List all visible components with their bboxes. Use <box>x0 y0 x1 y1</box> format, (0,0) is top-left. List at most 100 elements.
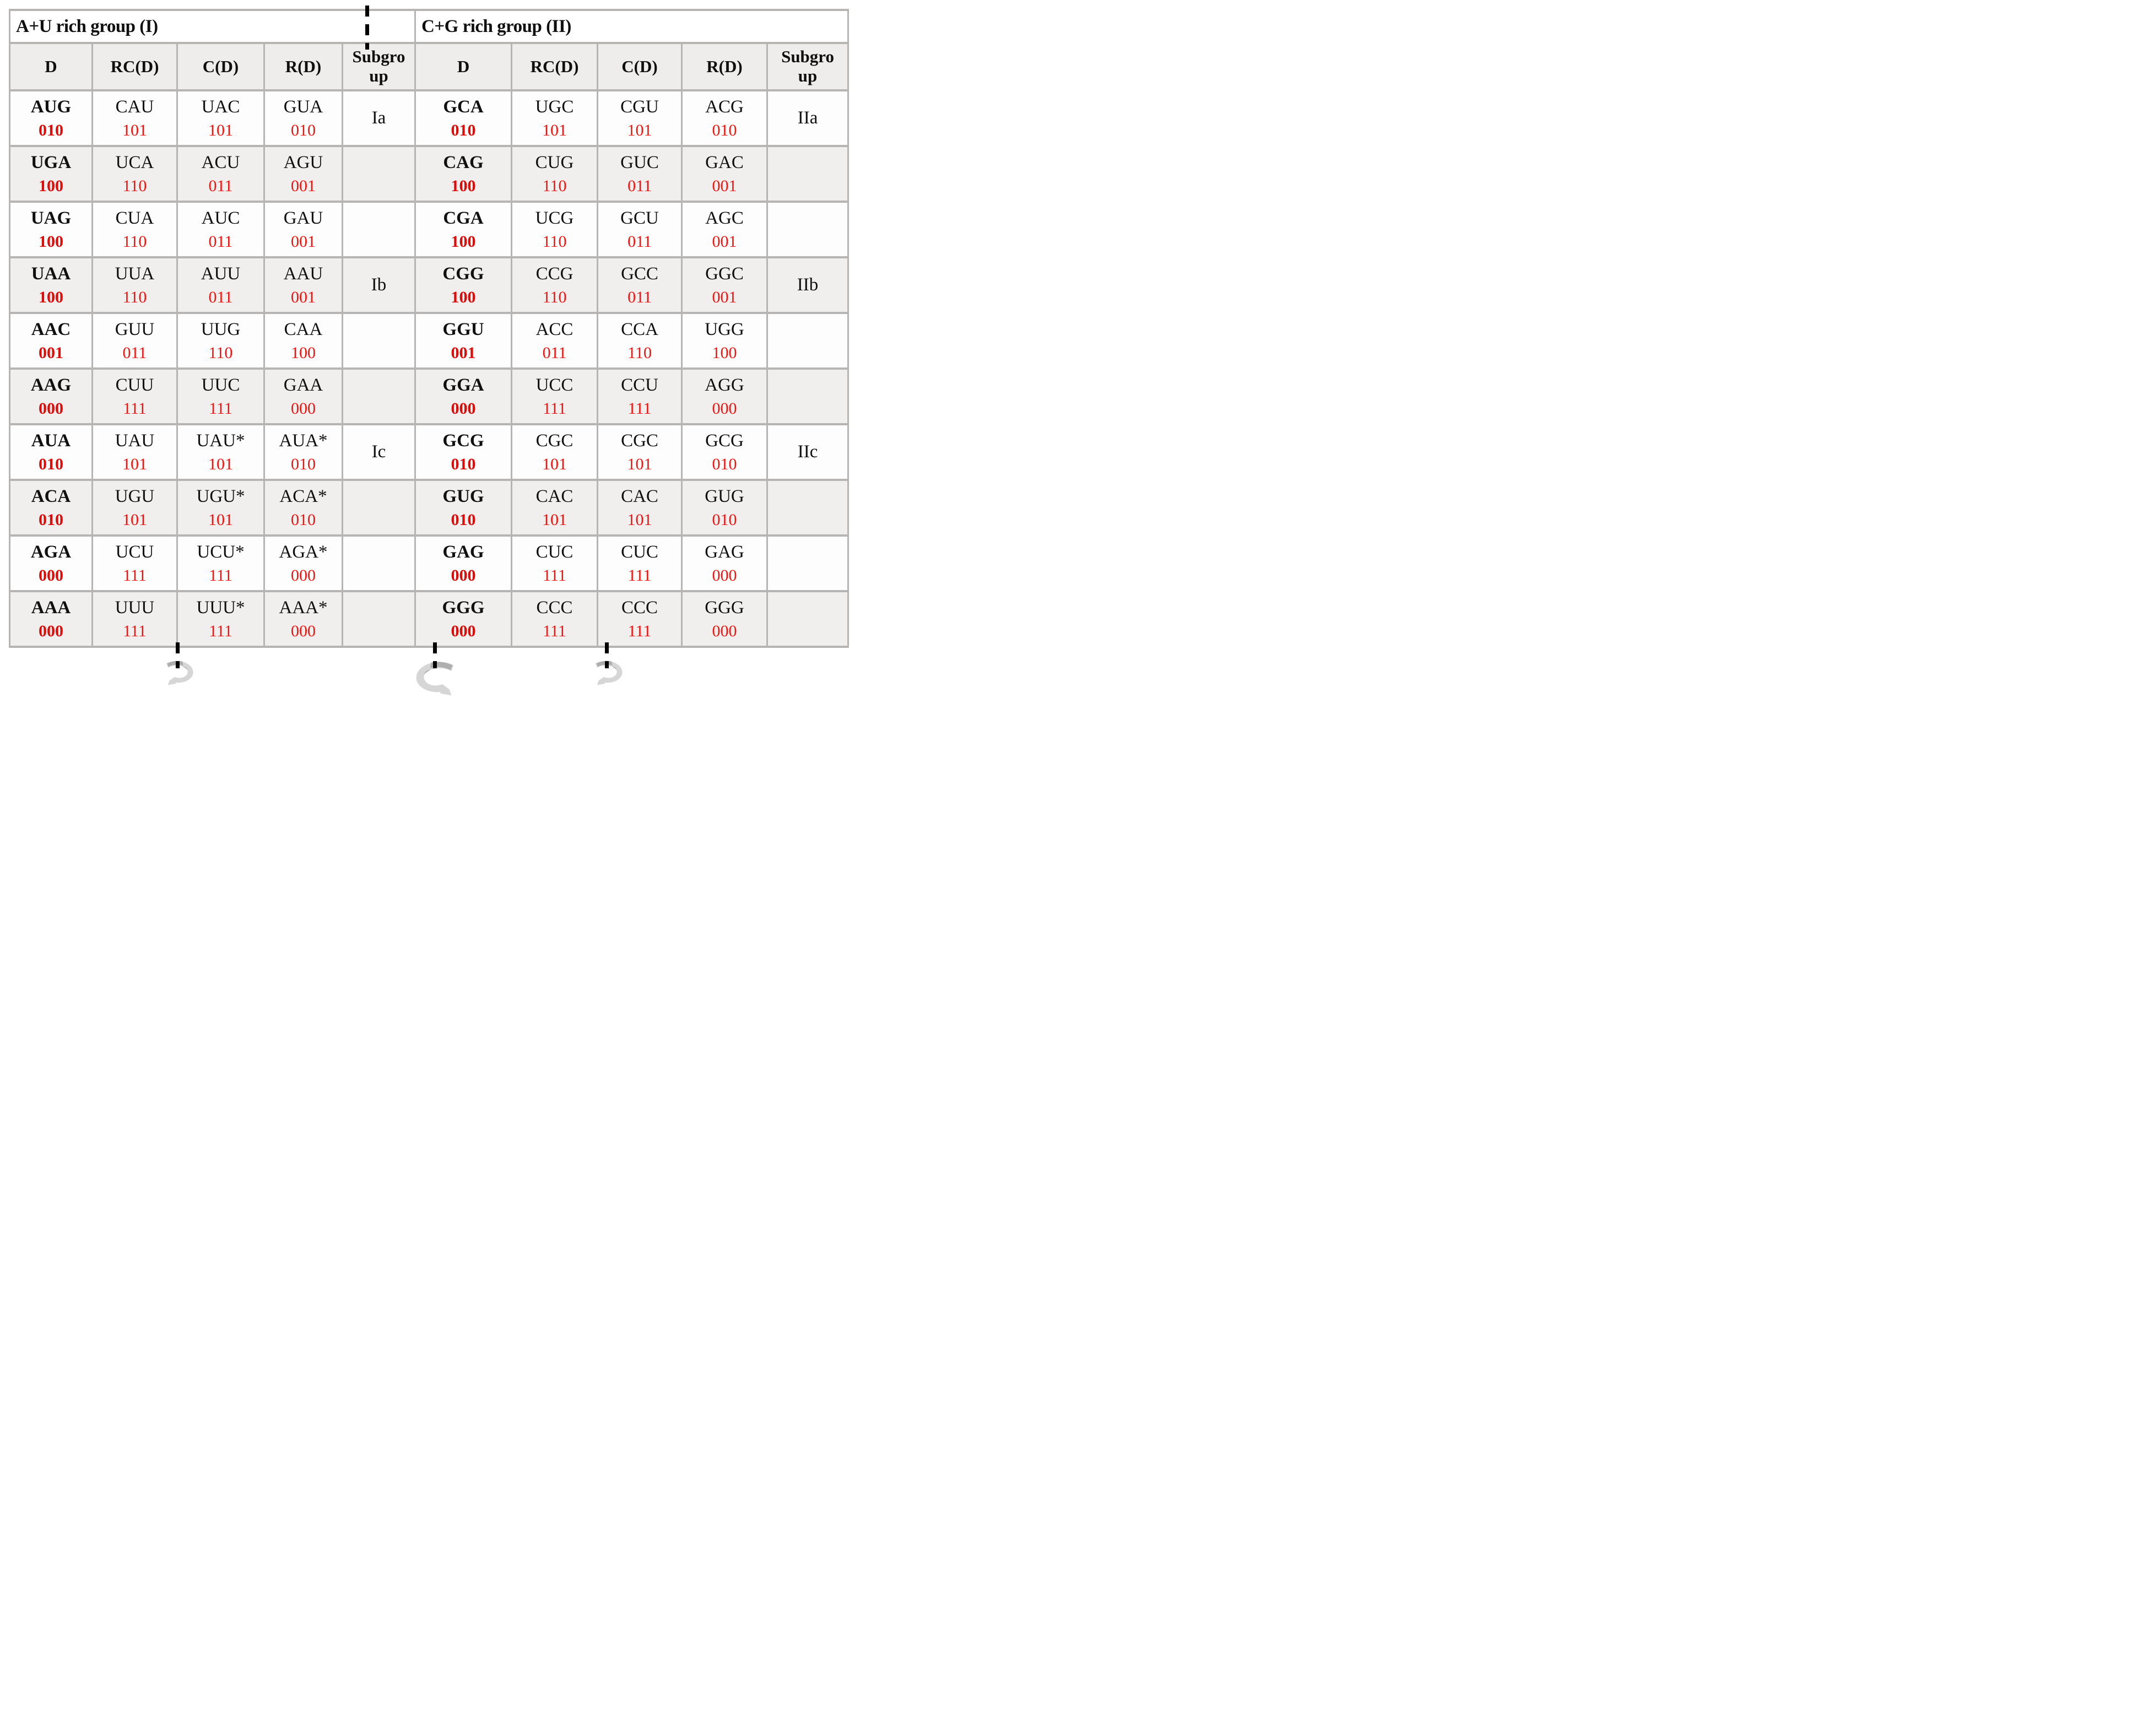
binary-code: 111 <box>209 399 232 418</box>
codon-text: AUC <box>201 208 240 228</box>
codon-cell: CUC 111 <box>511 534 599 592</box>
binary-code: 110 <box>208 344 233 363</box>
binary-code: 101 <box>542 121 567 140</box>
binary-code: 111 <box>209 566 232 585</box>
dashed-line-top <box>365 6 369 50</box>
codon-cell: GAG 000 <box>681 534 769 592</box>
binary-code: 001 <box>712 232 737 251</box>
codon-cell: UGU 101 <box>91 479 178 537</box>
codon-text: AUA <box>31 430 71 451</box>
codon-cell: AGA 000 <box>9 534 93 592</box>
binary-code: 010 <box>712 511 737 529</box>
subgroup-cell <box>766 534 850 592</box>
codon-text: ACU <box>201 152 240 172</box>
codon-cell: AGG 000 <box>681 367 769 425</box>
codon-text: CAC <box>535 486 574 506</box>
codon-cell: CGC 101 <box>597 423 683 481</box>
codon-text: AAA <box>31 597 71 618</box>
binary-code: 101 <box>208 121 233 140</box>
codon-table: A+U rich group (I) C+G rich group (II) D… <box>8 9 850 648</box>
codon-cell: AAA* 000 <box>263 590 343 648</box>
codon-text: GUC <box>620 152 659 172</box>
codon-text: AUA* <box>279 430 328 451</box>
binary-code: 110 <box>122 177 147 196</box>
codon-text: GGG <box>705 597 744 618</box>
column-header-subgroup-right: Subgroup <box>766 42 850 91</box>
codon-cell: ACU 011 <box>176 145 265 203</box>
codon-text: UUU* <box>196 597 245 618</box>
binary-code: 010 <box>291 121 316 140</box>
codon-text: GAG <box>442 542 484 562</box>
codon-text: UCA <box>115 152 154 172</box>
codon-text: CGG <box>442 263 484 284</box>
binary-code: 001 <box>451 344 476 363</box>
codon-cell: AGC 001 <box>681 201 769 258</box>
binary-code: 101 <box>627 511 652 529</box>
codon-cell: UGU* 101 <box>176 479 265 537</box>
codon-text: CUU <box>115 375 154 395</box>
binary-code: 001 <box>712 177 737 196</box>
column-header-cd-left: C(D) <box>176 42 265 91</box>
column-header-row: D RC(D) C(D) R(D) Subgroup D RC(D) C(D) … <box>9 42 850 91</box>
codon-text: CGC <box>621 430 658 451</box>
table-row: AGA 000 UCU 111 UCU* 111 AGA* 000 GAG 000 CUC 111 CU… <box>9 534 850 592</box>
codon-text: AAU <box>283 263 323 284</box>
group-header-row: A+U rich group (I) C+G rich group (II) <box>8 9 850 44</box>
dashed-line-bottom-center <box>433 642 437 668</box>
subgroup-cell: Ib <box>341 256 416 314</box>
binary-code: 111 <box>543 399 566 418</box>
binary-code: 110 <box>542 288 567 307</box>
codon-text: CUC <box>535 542 574 562</box>
binary-code: 101 <box>627 121 652 140</box>
binary-code: 111 <box>627 399 652 418</box>
codon-text: UCU* <box>197 542 245 562</box>
codon-text: CCG <box>535 263 574 284</box>
subgroup-cell <box>341 367 416 425</box>
table-row: AAC 001 GUU 011 UUG 110 CAA 100 GGU 001 ACC 011 CCA 1… <box>9 312 850 370</box>
codon-text: AUU <box>201 263 241 284</box>
codon-text: GCC <box>621 263 658 284</box>
binary-code: 111 <box>123 566 147 585</box>
codon-cell: CUA 110 <box>91 201 178 258</box>
codon-cell: CGA 100 <box>414 201 513 258</box>
codon-text: GGA <box>442 375 484 395</box>
codon-cell: CCC 111 <box>511 590 599 648</box>
codon-cell: GCG 010 <box>681 423 769 481</box>
codon-text: AGC <box>705 208 744 228</box>
codon-text: GUG <box>442 486 484 506</box>
binary-code: 010 <box>451 455 476 474</box>
codon-classification-figure: A+U rich group (I) C+G rich group (II) D… <box>0 0 855 700</box>
codon-text: AGA* <box>279 542 328 562</box>
codon-text: ACC <box>535 319 574 339</box>
binary-code: 111 <box>209 622 232 641</box>
codon-text: ACA <box>31 486 71 506</box>
codon-text: GAU <box>283 208 323 228</box>
codon-cell: AAC 001 <box>9 312 93 370</box>
codon-text: CUC <box>621 542 658 562</box>
binary-code: 010 <box>39 121 63 140</box>
codon-text: GCG <box>442 430 484 451</box>
codon-cell: GGG 000 <box>681 590 769 648</box>
codon-cell: UCA 110 <box>91 145 178 203</box>
codon-text: GGC <box>705 263 744 284</box>
binary-code: 010 <box>39 455 63 474</box>
codon-cell: AGA* 000 <box>263 534 343 592</box>
binary-code: 100 <box>291 344 316 363</box>
codon-cell: GUC 011 <box>597 145 683 203</box>
codon-cell: CUG 110 <box>511 145 599 203</box>
subgroup-cell: Ia <box>341 89 416 147</box>
subgroup-cell: Ic <box>341 423 416 481</box>
binary-code: 010 <box>291 511 316 529</box>
codon-text: AGA <box>30 542 72 562</box>
codon-cell: UGA 100 <box>9 145 93 203</box>
codon-cell: UCU* 111 <box>176 534 265 592</box>
codon-text: CAC <box>621 486 658 506</box>
codon-text: UGU <box>115 486 155 506</box>
rotation-arrow-icon <box>166 661 193 685</box>
codon-cell: GUU 011 <box>91 312 178 370</box>
codon-text: CUA <box>115 208 154 228</box>
binary-code: 000 <box>39 566 63 585</box>
codon-text: GCU <box>620 208 659 228</box>
binary-code: 111 <box>543 622 566 641</box>
codon-cell: CAC 101 <box>511 479 599 537</box>
